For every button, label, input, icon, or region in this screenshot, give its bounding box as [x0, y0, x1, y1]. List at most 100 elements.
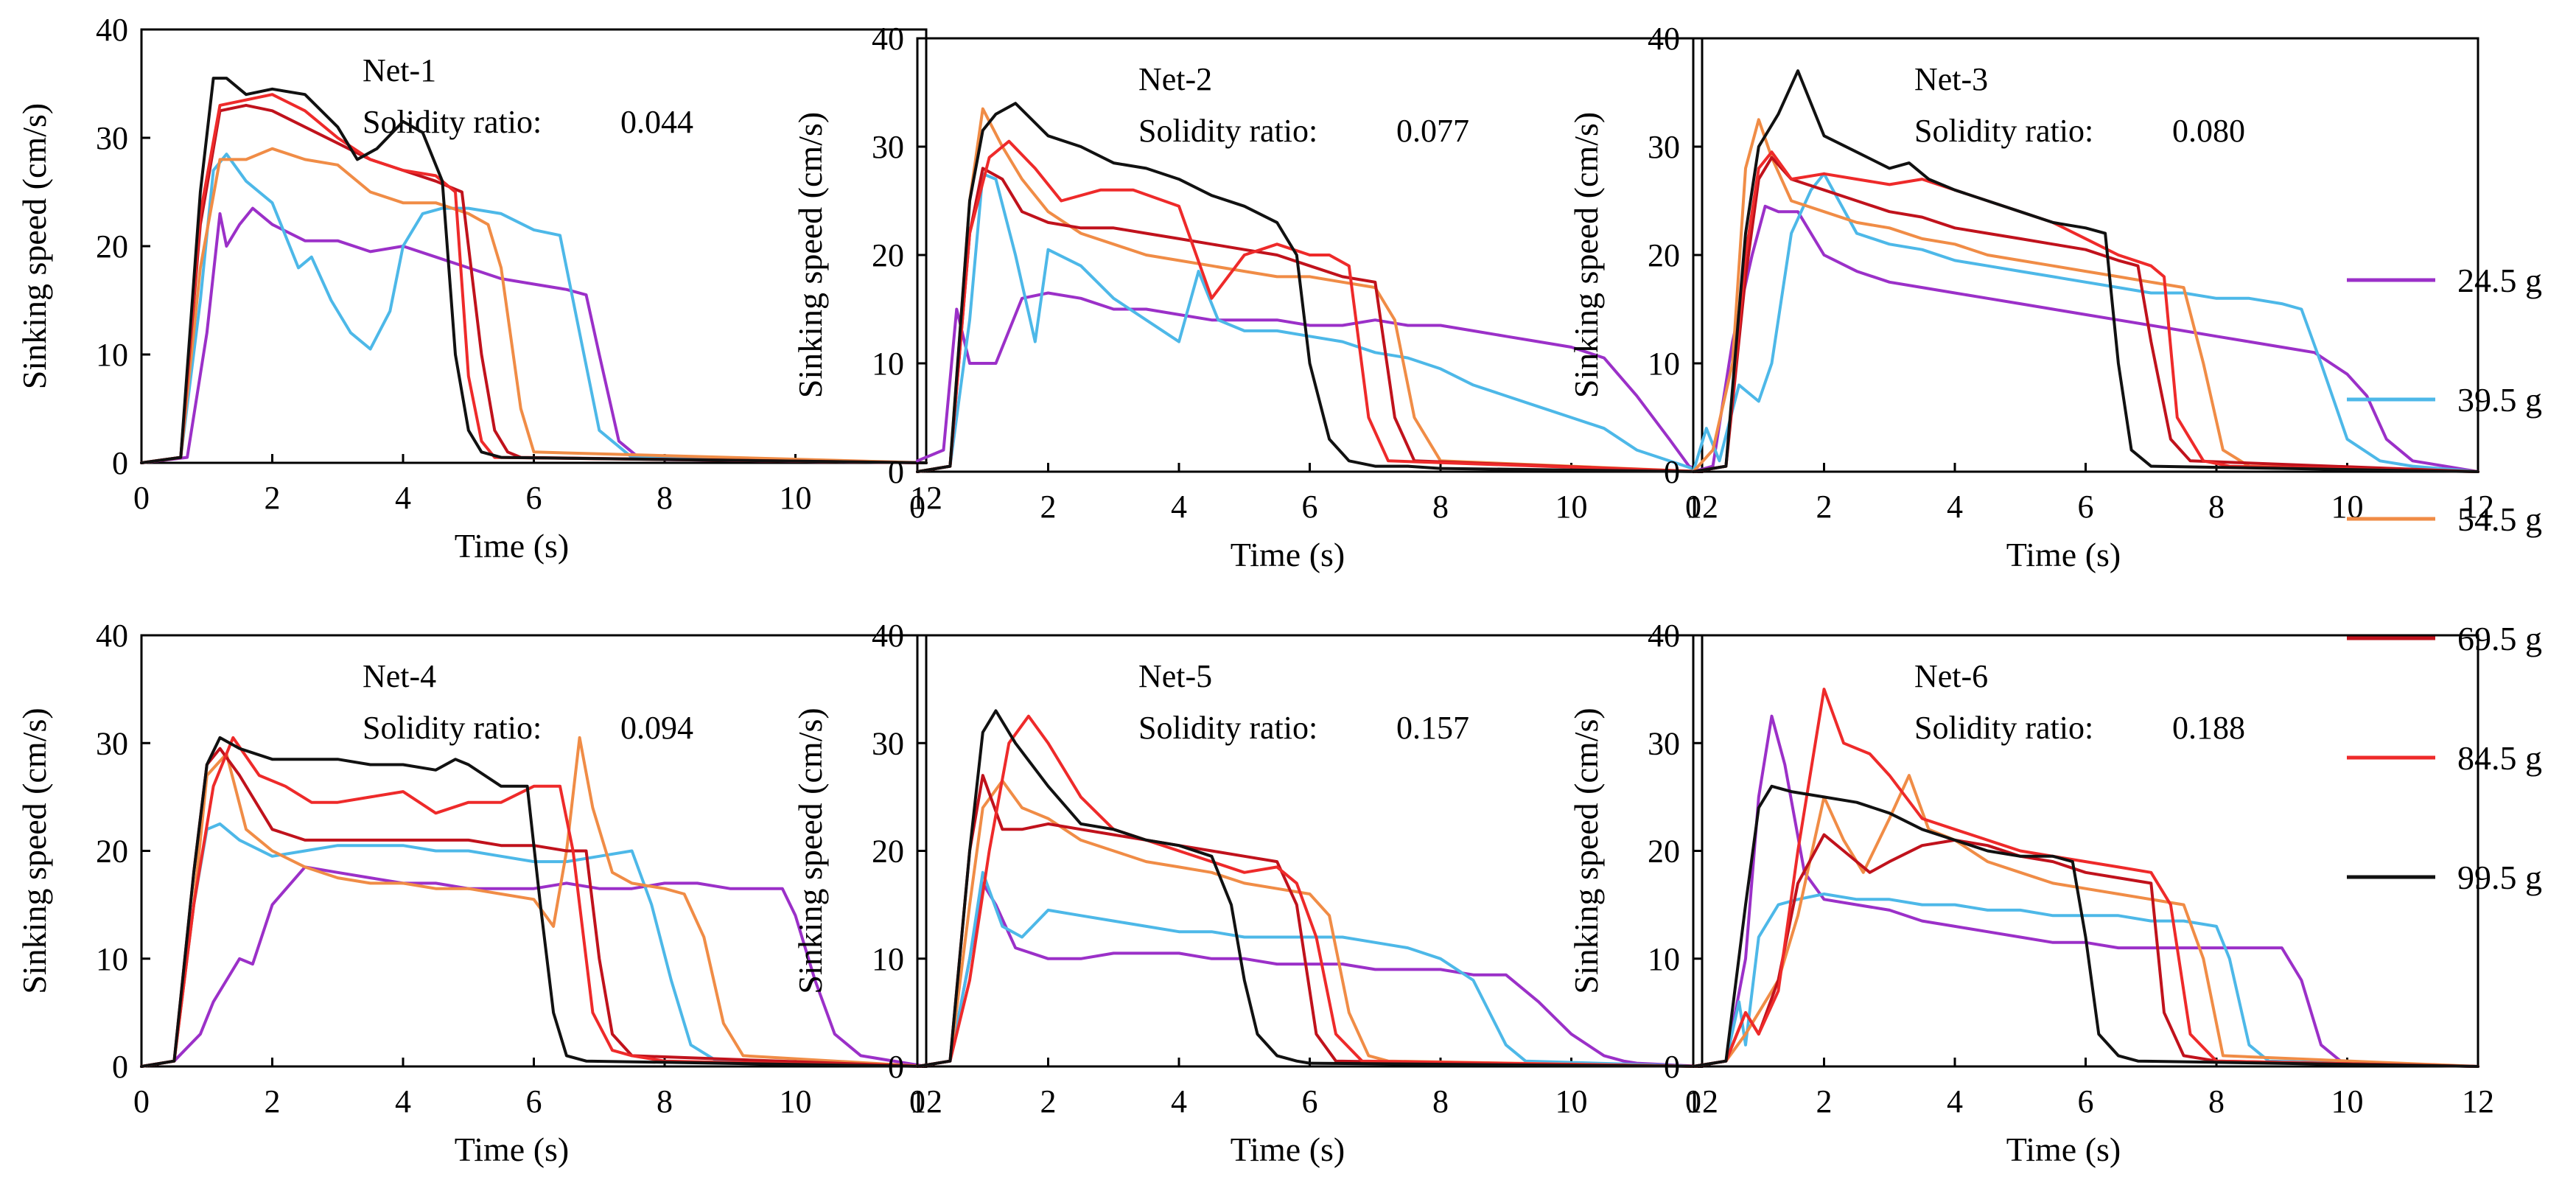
solidity-value: 0.094 — [620, 710, 693, 746]
series-line-39-5-g — [916, 172, 1704, 473]
series-line-99-5-g — [140, 736, 928, 1068]
series-line-99-5-g — [916, 709, 1704, 1068]
y-tick-label: 30 — [872, 725, 904, 761]
y-axis-label: Sinking speed (cm/s) — [791, 708, 829, 993]
x-tick-label: 8 — [1432, 489, 1449, 525]
series-line-39-5-g — [1692, 172, 2479, 473]
panel-title: Net-5 — [1138, 658, 1212, 694]
y-tick-label: 40 — [96, 12, 128, 48]
solidity-value: 0.044 — [620, 104, 693, 140]
y-axis-label: Sinking speed (cm/s) — [1567, 708, 1605, 993]
y-tick-label: 30 — [96, 725, 128, 761]
x-tick-label: 0 — [133, 1083, 150, 1120]
y-tick-label: 30 — [96, 120, 128, 156]
legend-label: 69.5 g — [2457, 620, 2542, 657]
y-tick-label: 40 — [872, 21, 904, 57]
x-tick-label: 12 — [2462, 1083, 2494, 1120]
solidity-label: Solidity ratio: — [1138, 710, 1317, 746]
series-line-24-5-g — [1692, 204, 2479, 473]
panel-title: Net-4 — [363, 658, 436, 694]
series-line-84-5-g — [1692, 688, 2479, 1068]
x-tick-label: 0 — [909, 489, 925, 525]
series-line-54-5-g — [916, 779, 1704, 1068]
x-tick-label: 10 — [780, 480, 812, 516]
x-tick-label: 6 — [526, 1083, 542, 1120]
x-axis-label: Time (s) — [2006, 536, 2121, 573]
y-axis-label: Sinking speed (cm/s) — [15, 708, 53, 993]
y-tick-label: 0 — [1664, 454, 1680, 490]
series-line-24-5-g — [916, 881, 1704, 1068]
series-line-84-5-g — [140, 93, 928, 464]
y-tick-label: 10 — [96, 941, 128, 977]
series-line-39-5-g — [1692, 893, 2479, 1068]
y-tick-label: 10 — [872, 941, 904, 977]
y-tick-label: 20 — [96, 228, 128, 265]
series-line-39-5-g — [916, 870, 1704, 1068]
y-tick-label: 0 — [112, 445, 128, 481]
x-axis-label: Time (s) — [455, 1131, 570, 1168]
series-line-99-5-g — [140, 77, 928, 464]
y-axis-label: Sinking speed (cm/s) — [791, 112, 829, 398]
series-line-54-5-g — [1692, 774, 2479, 1068]
x-tick-label: 4 — [1947, 489, 1963, 525]
x-tick-label: 0 — [1685, 1083, 1701, 1120]
x-tick-label: 2 — [1040, 1083, 1057, 1120]
y-tick-label: 0 — [888, 1049, 904, 1085]
x-tick-label: 12 — [1686, 1083, 1718, 1120]
x-tick-label: 0 — [133, 480, 150, 516]
x-tick-label: 10 — [1555, 1083, 1588, 1120]
x-tick-label: 4 — [1171, 489, 1187, 525]
series-line-24-5-g — [916, 291, 1704, 473]
x-tick-label: 8 — [657, 1083, 673, 1120]
x-tick-label: 0 — [1685, 489, 1701, 525]
solidity-value: 0.188 — [2172, 710, 2245, 746]
x-tick-label: 12 — [910, 480, 942, 516]
series-line-99-5-g — [1692, 784, 2479, 1068]
x-tick-label: 6 — [2078, 489, 2094, 525]
series-line-84-5-g — [916, 139, 1704, 473]
y-tick-label: 30 — [1648, 129, 1680, 165]
x-tick-label: 2 — [1040, 489, 1057, 525]
x-tick-label: 4 — [395, 1083, 411, 1120]
y-tick-label: 20 — [872, 834, 904, 870]
y-tick-label: 10 — [96, 337, 128, 373]
y-tick-label: 20 — [1648, 834, 1680, 870]
x-tick-label: 4 — [1947, 1083, 1963, 1120]
x-tick-label: 4 — [1171, 1083, 1187, 1120]
panel-title: Net-6 — [1914, 658, 1988, 694]
series-line-24-5-g — [140, 865, 928, 1068]
y-tick-label: 40 — [1648, 618, 1680, 654]
series-line-54-5-g — [140, 736, 928, 1068]
x-tick-label: 6 — [1302, 489, 1318, 525]
series-line-54-5-g — [140, 147, 928, 464]
panel-title: Net-2 — [1138, 61, 1212, 97]
x-tick-label: 6 — [1302, 1083, 1318, 1120]
x-tick-label: 6 — [2078, 1083, 2094, 1120]
x-tick-label: 8 — [2208, 489, 2225, 525]
x-tick-label: 12 — [910, 1083, 942, 1120]
x-axis-label: Time (s) — [2006, 1131, 2121, 1168]
x-tick-label: 8 — [2208, 1083, 2225, 1120]
y-tick-label: 10 — [872, 346, 904, 382]
y-tick-label: 30 — [1648, 725, 1680, 761]
x-tick-label: 10 — [2331, 1083, 2364, 1120]
x-tick-label: 2 — [1816, 1083, 1833, 1120]
series-line-69-5-g — [916, 774, 1704, 1068]
x-tick-label: 12 — [1686, 489, 1718, 525]
legend-label: 39.5 g — [2457, 381, 2542, 419]
x-tick-label: 2 — [265, 480, 281, 516]
series-line-69-5-g — [1692, 156, 2479, 473]
legend-label: 54.5 g — [2457, 500, 2542, 538]
y-tick-label: 10 — [1648, 941, 1680, 977]
series-line-39-5-g — [140, 153, 928, 464]
series-line-54-5-g — [1692, 118, 2479, 473]
panel-title: Net-1 — [363, 52, 436, 88]
x-tick-label: 10 — [1555, 489, 1588, 525]
panel-title: Net-3 — [1914, 61, 1988, 97]
legend: 24.5 g 39.5 g 54.5 g 69.5 g 84.5 g 99.5 g — [2347, 262, 2542, 896]
solidity-value: 0.077 — [1396, 113, 1469, 149]
series-line-84-5-g — [140, 736, 928, 1068]
